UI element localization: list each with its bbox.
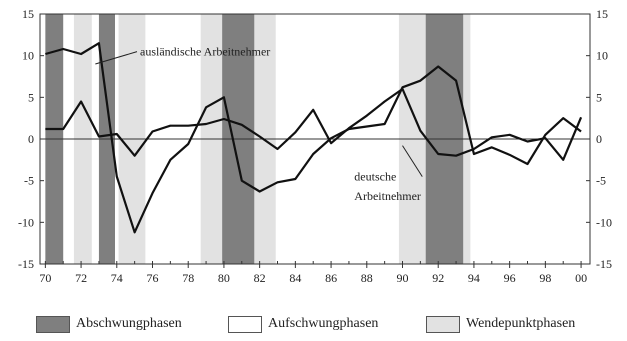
x-tick-label: 82 [254,271,266,285]
legend-label-abschwung: Abschwungphasen [76,316,182,331]
legend-item-aufschwung: Aufschwungphasen [228,314,378,334]
y-axis-right: 15 10 5 0 -5 -10 -15 [586,7,612,271]
y-tick-label-right: -5 [596,174,606,188]
annotation-leader-line [95,51,138,65]
legend-swatch-wendepunkt [426,315,460,333]
legend-item-wendepunkt: Wendepunktphasen [426,314,575,334]
legend-swatch-abschwung [36,315,70,333]
annotation-label: deutsche [354,170,396,184]
annotation-label: ausländische Arbeitnehmer [140,45,270,59]
y-tick-label-left: 15 [22,7,34,21]
x-axis: 70 72 74 76 78 80 82 84 86 88 90 92 94 96 98 00 [39,261,587,285]
y-tick-label-left: 10 [22,49,34,63]
legend-label-aufschwung: Aufschwungphasen [268,316,379,331]
series-lines [45,42,583,234]
x-tick-label: 80 [218,271,230,285]
y-tick-label-right: 5 [596,90,602,104]
y-tick-label-left: -10 [18,215,34,229]
y-axis-left: 15 10 5 0 -5 -10 -15 [18,7,44,271]
x-tick-label: 98 [539,271,551,285]
y-tick-label-left: 5 [28,90,34,104]
x-tick-label: 88 [361,271,373,285]
x-tick-label: 72 [75,271,87,285]
x-tick-label: 00 [575,271,587,285]
y-tick-label-left: -5 [24,174,34,188]
series-line-auslaendische [45,42,582,234]
annotation-label: Arbeitnehmer [354,189,421,203]
annotation-leader-line [402,145,423,177]
x-tick-label: 96 [504,271,516,285]
x-tick-label: 90 [397,271,409,285]
y-tick-label-right: 0 [596,132,602,146]
legend-item-abschwung: Abschwungphasen [36,314,182,334]
x-tick-label: 78 [182,271,194,285]
legend: Abschwungphasen Aufschwungphasen Wendepu… [36,312,616,336]
series-line-deutsche [45,87,583,161]
x-tick-label: 92 [432,271,444,285]
x-tick-label: 76 [147,271,159,285]
x-tick-label: 86 [325,271,337,285]
x-tick-label: 74 [111,271,123,285]
legend-swatch-aufschwung [228,315,262,333]
x-tick-label: 84 [289,271,301,285]
y-tick-label-left: -15 [18,257,34,271]
y-tick-label-left: 0 [28,132,34,146]
annotations: ausländische Arbeitnehmer deutsche Arbeitn… [95,45,423,203]
y-tick-label-right: -10 [596,215,612,229]
y-tick-label-right: -15 [596,257,612,271]
x-tick-label: 94 [468,271,480,285]
y-tick-label-right: 10 [596,49,608,63]
x-tick-label: 70 [39,271,51,285]
legend-label-wendepunkt: Wendepunktphasen [466,316,576,331]
y-tick-label-right: 15 [596,7,608,21]
